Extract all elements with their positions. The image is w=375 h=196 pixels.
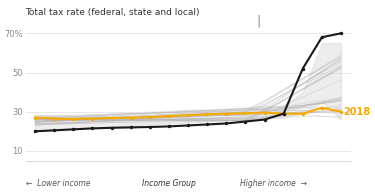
Text: Total tax rate (federal, state and local): Total tax rate (federal, state and local… [26,8,200,17]
Text: Income Group: Income Group [142,179,196,188]
Text: Published 2019: Published 2019 [276,16,366,26]
Text: Т: Т [240,14,248,27]
Text: Higher income  →: Higher income → [240,179,308,188]
Text: ←  Lower income: ← Lower income [26,179,91,188]
Text: |: | [256,14,260,27]
Text: 2018: 2018 [343,107,370,117]
